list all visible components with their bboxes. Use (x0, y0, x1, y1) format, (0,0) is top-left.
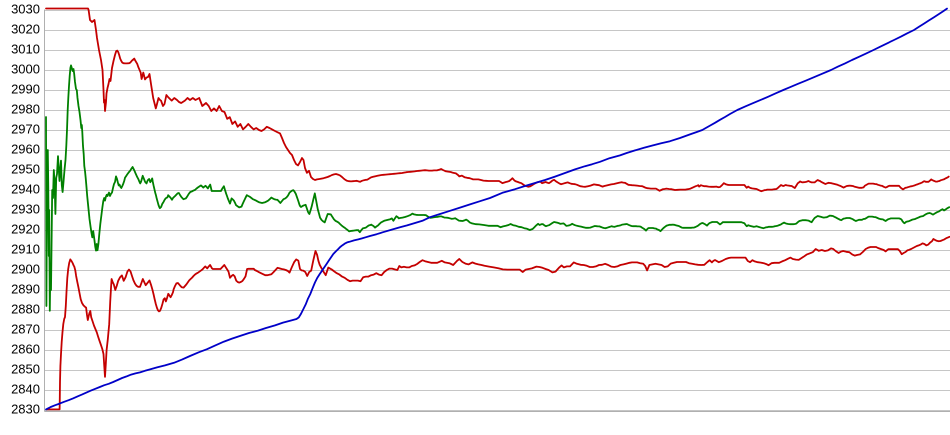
svg-text:2940: 2940 (11, 182, 40, 197)
svg-text:2850: 2850 (11, 362, 40, 377)
svg-text:2870: 2870 (11, 322, 40, 337)
svg-text:2970: 2970 (11, 122, 40, 137)
svg-text:2980: 2980 (11, 102, 40, 117)
svg-text:3030: 3030 (11, 2, 40, 17)
svg-text:2860: 2860 (11, 342, 40, 357)
svg-text:2990: 2990 (11, 82, 40, 97)
svg-text:2960: 2960 (11, 142, 40, 157)
svg-text:2930: 2930 (11, 202, 40, 217)
svg-text:3020: 3020 (11, 22, 40, 37)
svg-text:2900: 2900 (11, 262, 40, 277)
svg-text:2890: 2890 (11, 282, 40, 297)
svg-text:2840: 2840 (11, 382, 40, 397)
svg-text:3000: 3000 (11, 62, 40, 77)
svg-text:2830: 2830 (11, 402, 40, 417)
svg-text:3010: 3010 (11, 42, 40, 57)
svg-text:2880: 2880 (11, 302, 40, 317)
svg-text:2910: 2910 (11, 242, 40, 257)
svg-text:2950: 2950 (11, 162, 40, 177)
svg-text:2920: 2920 (11, 222, 40, 237)
